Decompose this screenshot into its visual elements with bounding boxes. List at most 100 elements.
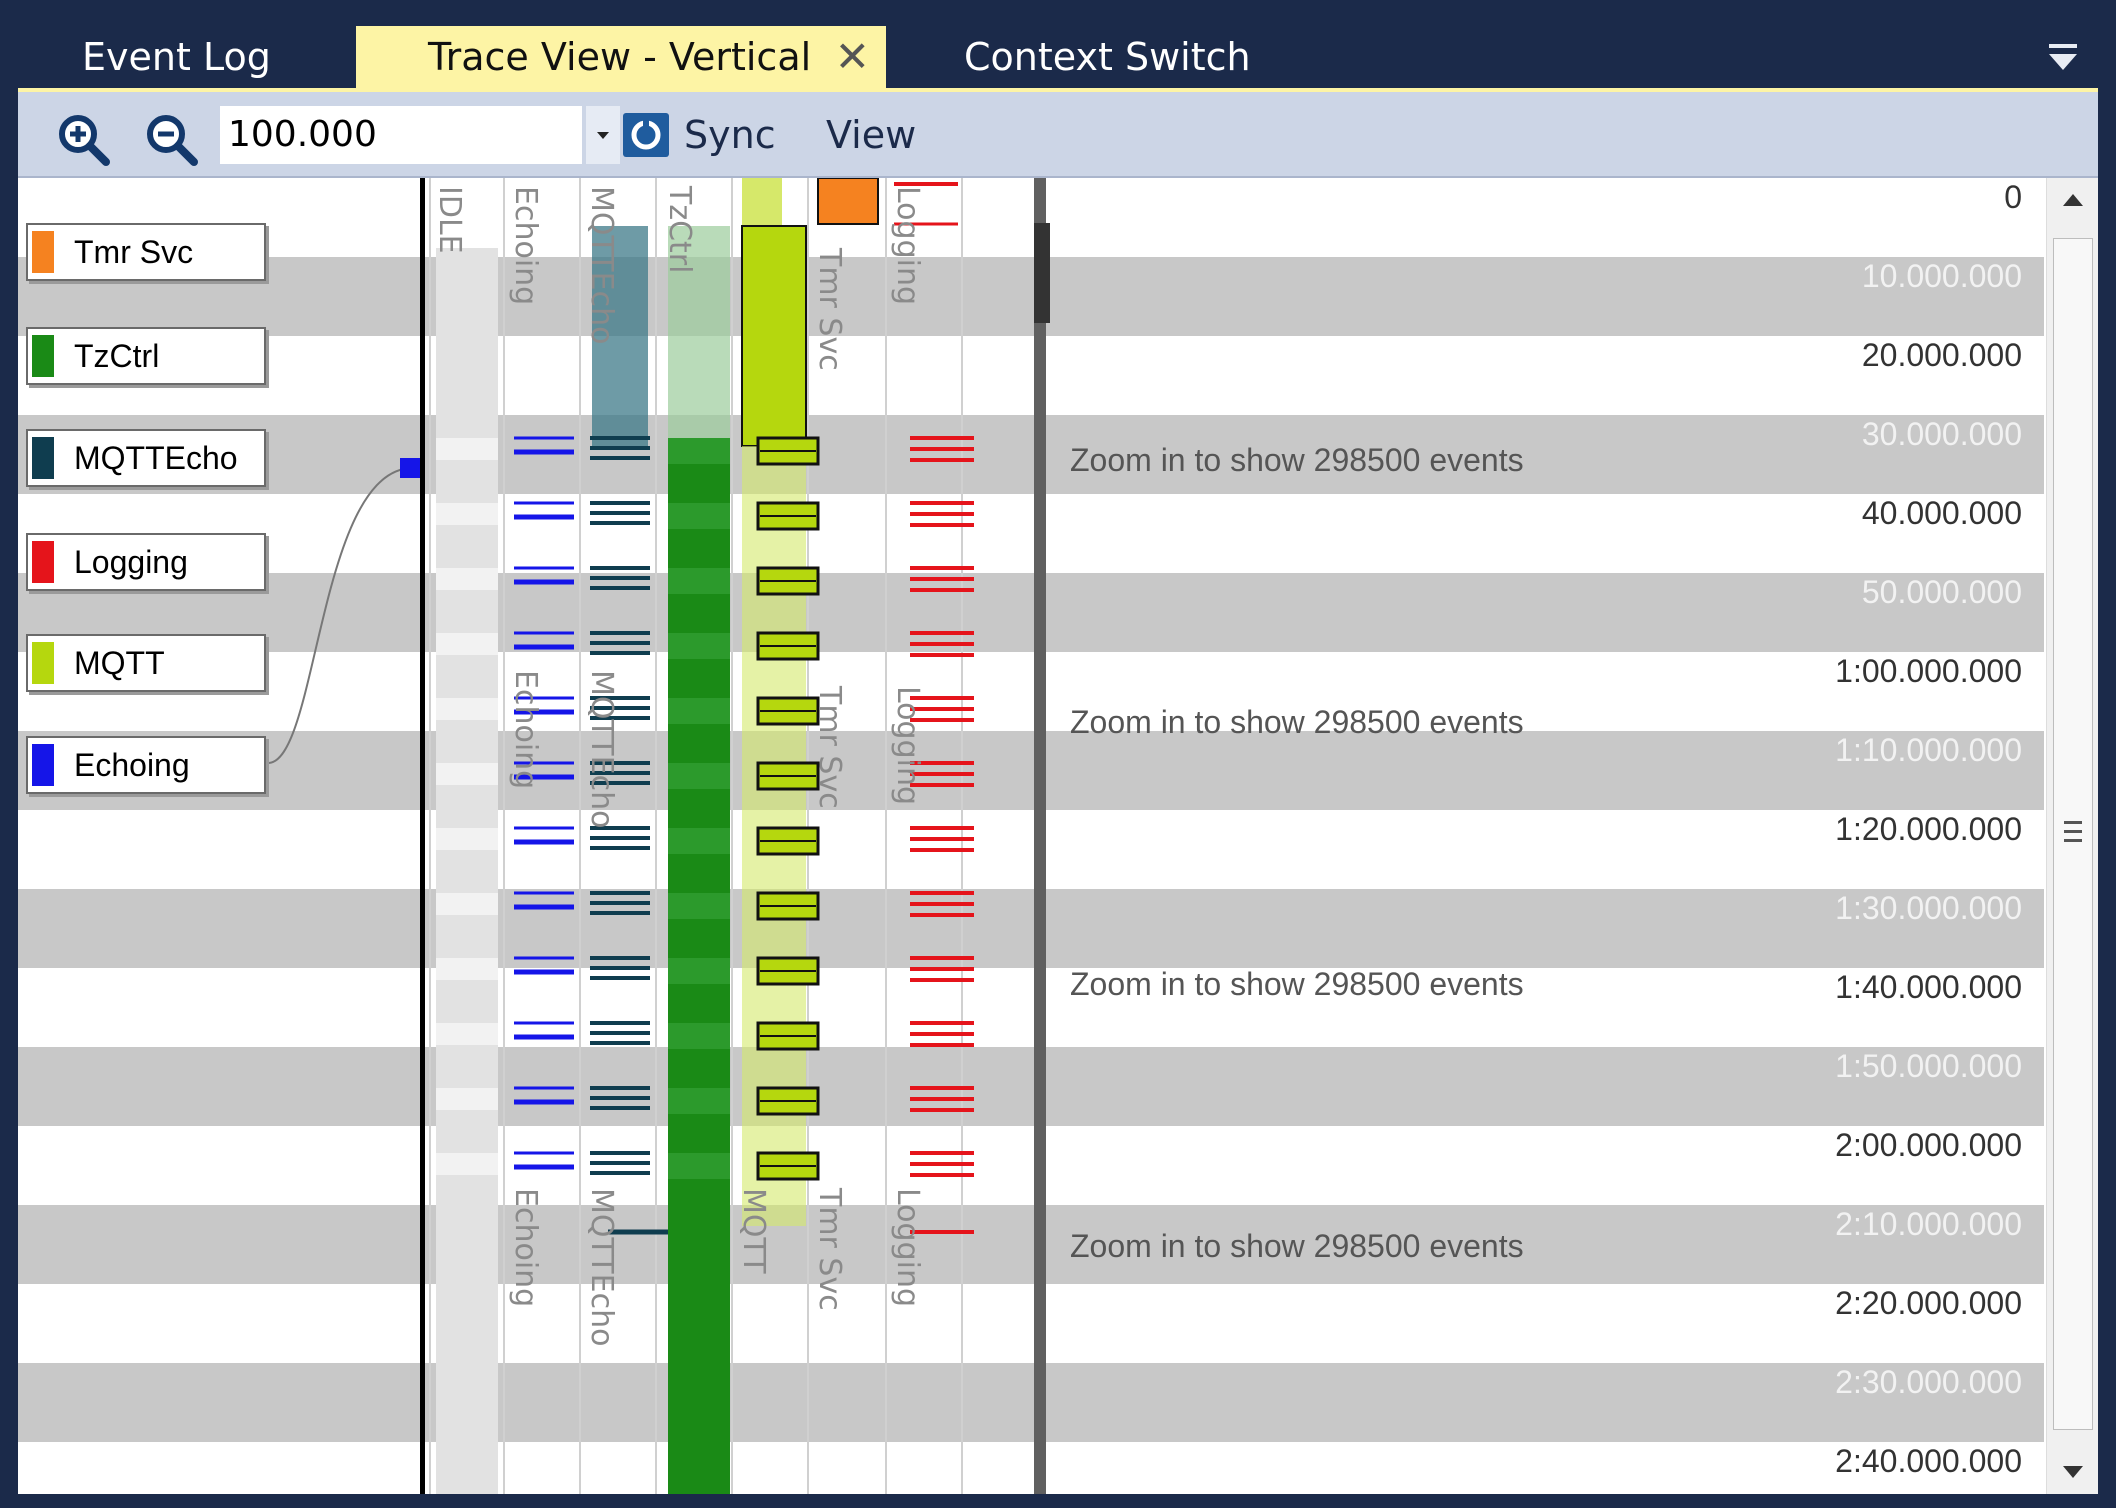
- legend-swatch: [32, 642, 54, 684]
- time-band: [18, 1047, 2044, 1126]
- time-tick-label: 2:40.000.000: [1835, 1443, 2022, 1479]
- time-band: [18, 573, 2044, 652]
- tzctrl-event-mark: [668, 633, 730, 659]
- lane-scroll-marker: [1034, 223, 1050, 323]
- lane-label-mqtt: MQTT: [736, 1188, 771, 1274]
- time-tick-label: 40.000.000: [1861, 495, 2022, 531]
- lane-border-right: [1034, 178, 1046, 1494]
- legend-logging[interactable]: Logging: [26, 533, 266, 591]
- zoom-message: Zoom in to show 298500 events: [1070, 442, 1524, 478]
- tab-bar: Event Log Trace View - Vertical ✕ Contex…: [0, 22, 2116, 141]
- lane-label-mqttecho: MQTTEcho: [584, 186, 619, 344]
- lane-label-tzctrl: TzCtrl: [662, 185, 697, 273]
- scroll-up-icon[interactable]: [2059, 190, 2087, 210]
- legend-swatch: [32, 541, 54, 583]
- idle-event-mark: [436, 828, 498, 850]
- tab-event-log[interactable]: Event Log: [60, 26, 360, 88]
- scrollbar-thumb[interactable]: [2053, 238, 2093, 1430]
- time-tick-label: 1:20.000.000: [1835, 811, 2022, 847]
- legend-echoing[interactable]: Echoing: [26, 736, 266, 794]
- lane-label-echoing: Echoing: [508, 186, 543, 305]
- idle-event-mark: [436, 763, 498, 785]
- tab-label: Trace View - Vertical: [428, 35, 812, 79]
- legend-mqtt[interactable]: MQTT: [26, 634, 266, 692]
- toolbar: 100.000 Sync View: [18, 92, 2098, 178]
- lane-border-left: [420, 178, 425, 1494]
- lane-label-tmr-svc: Tmr Svc: [812, 685, 847, 809]
- lane-label-logging: Logging: [890, 1188, 925, 1307]
- legend-swatch: [32, 335, 54, 377]
- time-tick-label: 2:20.000.000: [1835, 1285, 2022, 1321]
- trace-view-panel: 100.000 Sync View IDLE Echoing MQTTEcho TzC…: [18, 88, 2098, 1494]
- legend-tmr-svc[interactable]: Tmr Svc: [26, 223, 266, 281]
- time-tick-label: 1:50.000.000: [1835, 1048, 2022, 1084]
- legend-label: Echoing: [74, 747, 190, 783]
- time-band: [18, 1205, 2044, 1284]
- legend-swatch: [32, 744, 54, 786]
- time-band: [18, 889, 2044, 968]
- legend-swatch: [32, 231, 54, 273]
- tmr-svc-lane-bar: [817, 178, 879, 225]
- tzctrl-event-mark: [668, 568, 730, 594]
- idle-event-mark: [436, 1153, 498, 1175]
- tzctrl-event-mark: [668, 893, 730, 919]
- lane-label-logging: Logging: [890, 186, 925, 305]
- idle-event-mark: [436, 893, 498, 915]
- tzctrl-event-mark: [668, 1153, 730, 1179]
- tab-context-switch-intensity[interactable]: Context Switch Intensity: [964, 26, 1404, 141]
- idle-event-mark: [436, 1023, 498, 1045]
- lane-label-logging: Logging: [890, 686, 925, 805]
- tab-menu-icon[interactable]: [2046, 42, 2080, 72]
- legend-tzctrl[interactable]: TzCtrl: [26, 327, 266, 385]
- time-tick-label: 1:40.000.000: [1835, 969, 2022, 1005]
- idle-event-mark: [436, 698, 498, 720]
- tzctrl-event-mark: [668, 438, 730, 464]
- mqtt-lane-bar: [741, 225, 807, 447]
- scroll-down-icon[interactable]: [2059, 1462, 2087, 1482]
- idle-event-mark: [436, 438, 498, 460]
- zoom-out-icon[interactable]: [142, 110, 200, 168]
- tzctrl-event-mark: [668, 503, 730, 529]
- view-menu[interactable]: View: [826, 113, 917, 157]
- lane-label-mqttecho: MQTTEcho: [584, 670, 619, 828]
- legend-mqttecho[interactable]: MQTTEcho: [26, 429, 266, 487]
- idle-event-mark: [436, 633, 498, 655]
- time-tick-label: 1:30.000.000: [1835, 890, 2022, 926]
- tzctrl-event-mark: [668, 698, 730, 724]
- zoom-level-input[interactable]: 100.000: [220, 106, 582, 164]
- zoom-message: Zoom in to show 298500 events: [1070, 966, 1524, 1002]
- tzctrl-event-mark: [668, 828, 730, 854]
- task-lanes[interactable]: IDLE Echoing MQTTEcho TzCtrl Tmr Svc Logging E…: [18, 178, 2046, 1494]
- sync-label: Sync: [684, 113, 776, 157]
- time-tick-label: 50.000.000: [1861, 574, 2022, 610]
- close-icon[interactable]: ✕: [834, 32, 870, 81]
- idle-event-mark: [436, 503, 498, 525]
- legend-connector-line: [267, 467, 413, 764]
- time-tick-label: 1:00.000.000: [1835, 653, 2022, 689]
- tab-trace-view-vertical[interactable]: Trace View - Vertical ✕: [356, 26, 886, 88]
- legend-label: MQTTEcho: [74, 440, 238, 476]
- tzctrl-event-mark: [668, 1088, 730, 1114]
- tzctrl-event-mark: [668, 958, 730, 984]
- sync-icon: [623, 113, 669, 157]
- zoom-in-icon[interactable]: [54, 110, 112, 168]
- tzctrl-lane-bar: [668, 226, 730, 446]
- time-tick-label: 10.000.000: [1861, 258, 2022, 294]
- idle-event-mark: [436, 568, 498, 590]
- mqtt-lane-bar: [742, 178, 782, 226]
- zoom-dropdown-chevron-down-icon[interactable]: [586, 106, 620, 164]
- time-band: [18, 731, 2044, 810]
- vertical-scrollbar[interactable]: [2046, 178, 2098, 1494]
- time-band: [18, 1363, 2044, 1442]
- lane-label-tmr-svc: Tmr Svc: [812, 1187, 847, 1311]
- tzctrl-event-mark: [668, 1023, 730, 1049]
- time-tick-label: 20.000.000: [1861, 337, 2022, 373]
- legend-swatch: [32, 437, 54, 479]
- idle-event-mark: [436, 1088, 498, 1110]
- lane-label-tmr-svc: Tmr Svc: [812, 247, 847, 371]
- lane-label-echoing: Echoing: [508, 670, 543, 789]
- zoom-level-value: 100.000: [228, 114, 377, 155]
- time-band: [18, 257, 2044, 336]
- legend-label: Tmr Svc: [74, 234, 194, 270]
